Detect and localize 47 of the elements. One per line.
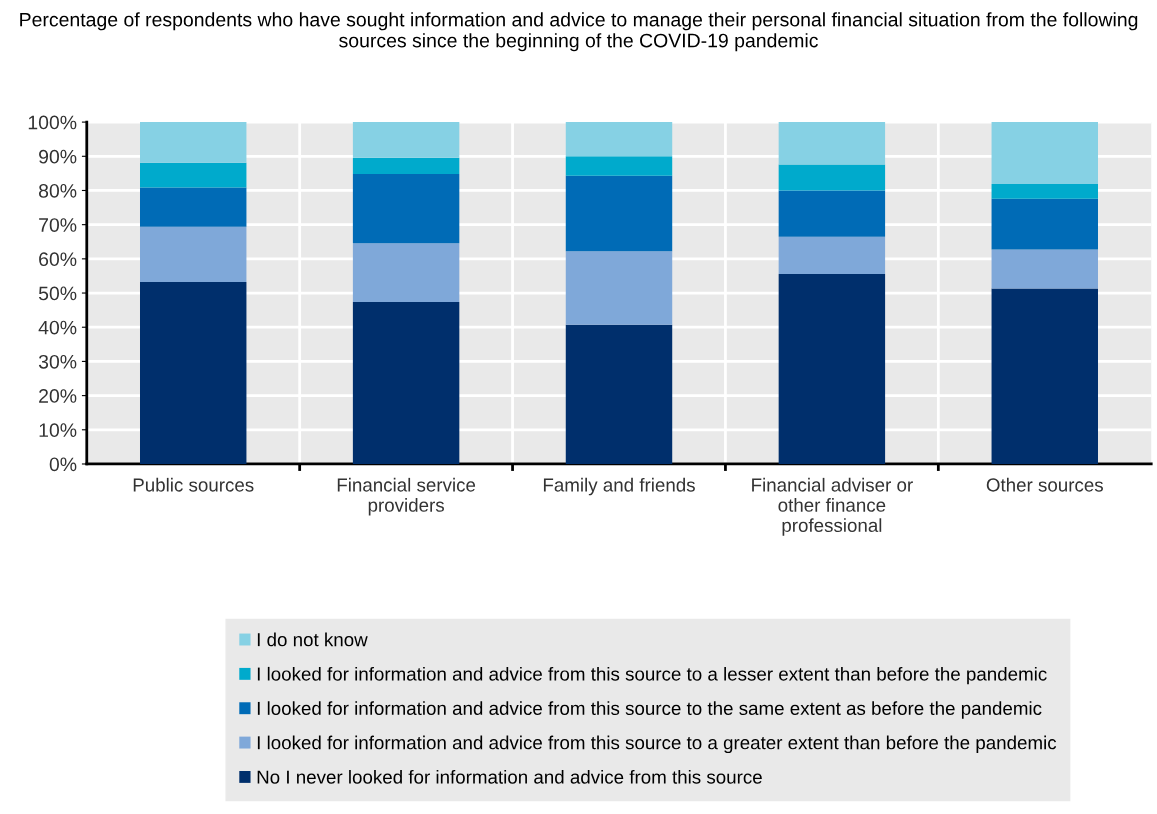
bar xyxy=(778,122,886,165)
y-tick-label: 40% xyxy=(38,320,77,335)
legend-label: No I never looked for information and advice from this source xyxy=(257,769,762,784)
y-tick-label: 100% xyxy=(28,115,77,130)
bar xyxy=(565,251,673,325)
x-tick-label: Family and friends xyxy=(543,477,695,496)
y-tick-label: 50% xyxy=(38,286,77,301)
bar xyxy=(565,156,673,176)
y-tick-label: 0% xyxy=(49,457,77,472)
x-tick-label: Financial service providers xyxy=(337,477,476,516)
bar xyxy=(778,190,886,237)
bar xyxy=(352,243,460,302)
legend-label: I looked for information and advice from this source to a lesser extent than before the pandemic xyxy=(257,666,1047,685)
y-tick-label: 60% xyxy=(39,252,77,267)
x-tick-label: Public sources xyxy=(133,477,254,492)
bar xyxy=(140,122,247,163)
legend-label: I do not know xyxy=(257,632,368,647)
y-tick-label: 10% xyxy=(39,423,77,438)
chart-title: Percentage of respondents who have sought information and advice to manage their personal financial situation from the following sources since the beginning of the COVID-19 pandemic xyxy=(20,12,1138,52)
bar xyxy=(991,198,1098,250)
y-tick-label: 80% xyxy=(38,183,77,198)
bar xyxy=(778,164,886,191)
bar xyxy=(140,282,247,464)
y-tick-label: 70% xyxy=(39,218,77,232)
x-tick-label: Financial adviser or other finance professional xyxy=(752,477,913,536)
bar xyxy=(991,122,1098,184)
x-tick-label: Other sources xyxy=(986,477,1103,492)
y-tick-label: 90% xyxy=(39,149,77,164)
bar xyxy=(991,183,1098,199)
y-tick-label: 30% xyxy=(38,354,77,369)
bar xyxy=(352,174,460,244)
bar xyxy=(565,324,673,464)
legend-label: I looked for information and advice from this source to a greater extent than before the pandemic xyxy=(257,735,1057,754)
y-tick-label: 20% xyxy=(39,389,77,403)
bar xyxy=(352,301,460,464)
bar xyxy=(140,187,247,227)
legend-label: I looked for information and advice from this source to the same extent as before the pandemic xyxy=(257,701,1042,719)
bar xyxy=(140,162,247,188)
bar xyxy=(565,122,673,157)
bar xyxy=(352,157,460,175)
bar xyxy=(140,226,247,283)
bar xyxy=(778,236,886,274)
bar xyxy=(352,122,460,158)
bar xyxy=(778,273,886,464)
bar xyxy=(991,288,1098,464)
bar xyxy=(991,249,1098,289)
bar xyxy=(565,175,673,252)
